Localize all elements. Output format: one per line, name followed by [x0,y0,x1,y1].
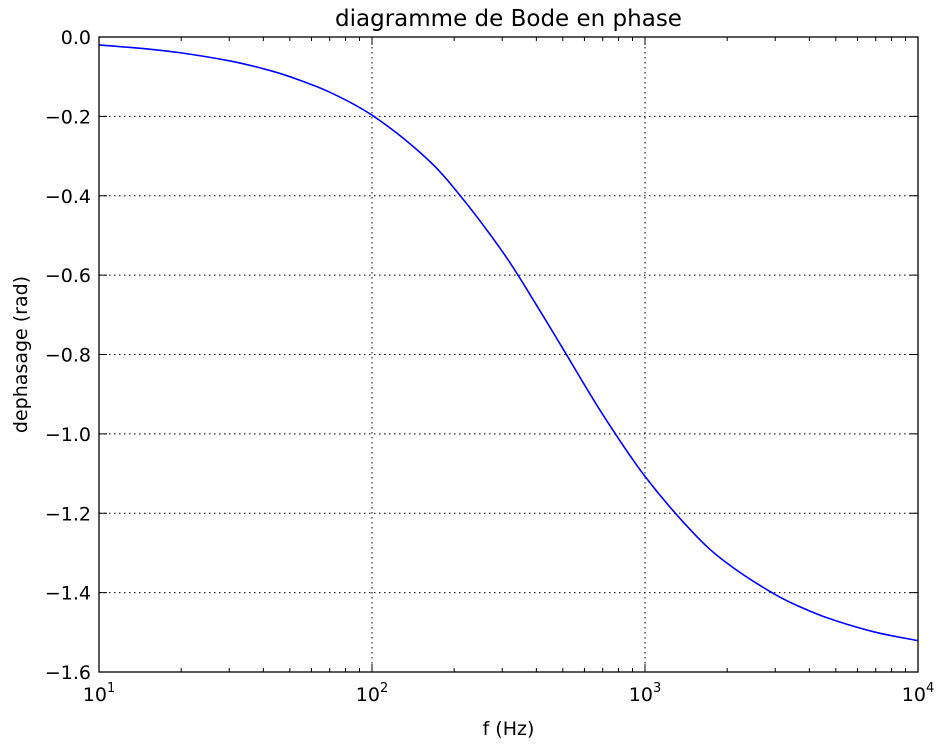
y-axis-label: dephasage (rad) [10,276,32,433]
phase-curve [98,44,919,642]
x-tick-label: 101 [83,681,115,706]
x-tick-labels: 101 102 103 104 [83,681,934,706]
chart-title: diagramme de Bode en phase [335,6,682,32]
y-tick-label: −0.6 [45,265,91,287]
x-axis-label: f (Hz) [483,718,535,740]
x-tick-label: 103 [629,681,661,706]
y-tick-label: 0.0 [61,27,91,49]
y-tick-label: −0.2 [45,106,91,128]
y-tick-label: −1.6 [45,662,91,684]
y-tick-label: −1.0 [45,424,91,446]
minor-ticks [180,37,907,672]
x-tick-label: 104 [902,681,934,706]
grid-lines [99,37,918,672]
plot-frame [98,36,919,673]
y-tick-label: −0.8 [45,345,91,367]
x-tick-label: 102 [356,681,388,706]
y-tick-label: −1.2 [45,503,91,525]
y-tick-labels: 0.0 −0.2 −0.4 −0.6 −0.8 −1.0 −1.2 −1.4 −1.6 [45,27,91,684]
y-tick-label: −1.4 [45,583,91,605]
y-tick-label: −0.4 [45,186,91,208]
